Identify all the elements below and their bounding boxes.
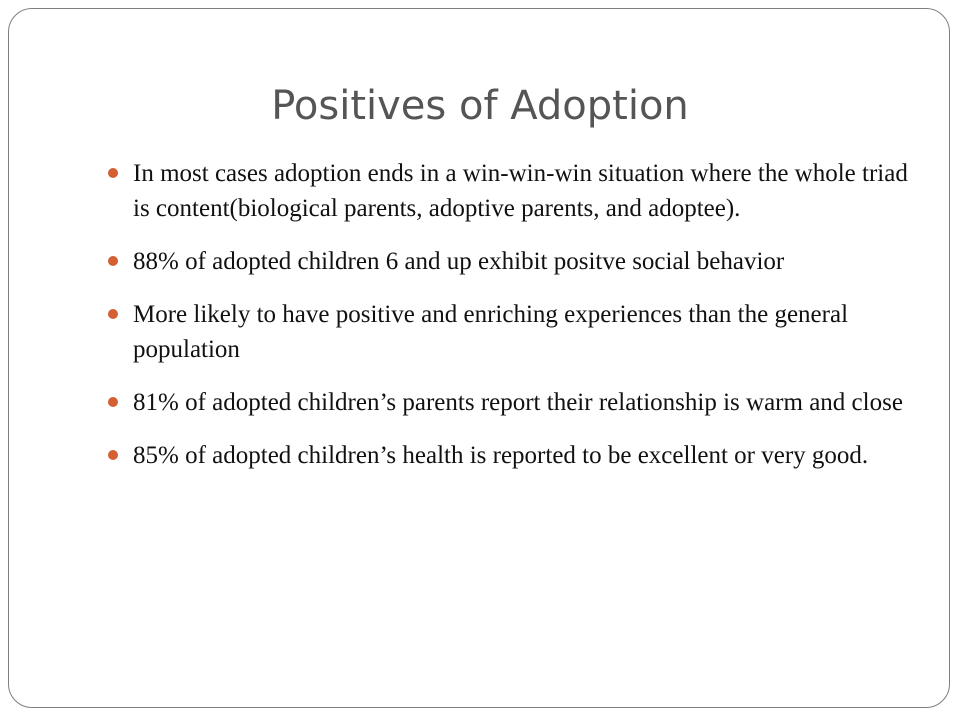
bullet-dot-icon xyxy=(108,309,118,319)
slide-frame xyxy=(8,8,950,708)
slide-title: Positives of Adoption xyxy=(271,83,689,129)
bullet-list: In most cases adoption ends in a win-win… xyxy=(104,156,914,491)
bullet-text: In most cases adoption ends in a win-win… xyxy=(133,160,908,222)
bullet-dot-icon xyxy=(108,168,118,178)
bullet-item: In most cases adoption ends in a win-win… xyxy=(104,156,914,226)
bullet-text: 85% of adopted children’s health is repo… xyxy=(133,442,869,469)
bullet-dot-icon xyxy=(108,397,118,407)
bullet-text: 88% of adopted children 6 and up exhibit… xyxy=(133,248,785,275)
bullet-item: More likely to have positive and enrichi… xyxy=(104,297,914,367)
bullet-dot-icon xyxy=(108,450,118,460)
bullet-item: 85% of adopted children’s health is repo… xyxy=(104,438,914,473)
bullet-item: 81% of adopted children’s parents report… xyxy=(104,385,914,420)
bullet-item: 88% of adopted children 6 and up exhibit… xyxy=(104,244,914,279)
bullet-text: 81% of adopted children’s parents report… xyxy=(133,389,903,416)
bullet-dot-icon xyxy=(108,256,118,266)
bullet-text: More likely to have positive and enrichi… xyxy=(133,301,849,363)
